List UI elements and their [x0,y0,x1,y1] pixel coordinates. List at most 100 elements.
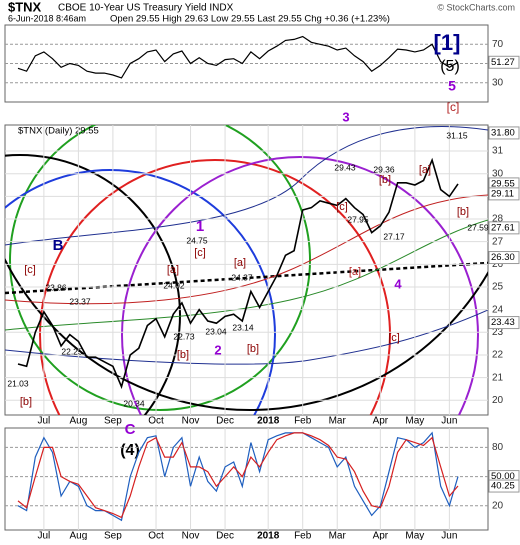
symbol: $TNX [8,0,42,14]
price-note: 23.37 [69,296,91,306]
wave-label: C [125,421,136,438]
x-tick-label: Apr [373,416,389,427]
wave-label: [b] [457,206,469,218]
level-label: 27.61 [491,222,515,233]
wave-label: [b] [177,349,189,361]
price-note: 27.59 [467,222,489,232]
x-tick-label: Jul [37,416,50,427]
x-tick-label: Oct [148,416,164,427]
series-line [17,431,459,522]
stochastic-panel [4,427,489,531]
wave-label: [a] [234,257,246,269]
x-tick-label: Dec [216,416,234,427]
date: 6-Jun-2018 8:46am [8,13,86,23]
credit: © StockCharts.com [437,2,515,12]
level-box [488,221,520,235]
legend: $TNX (Daily) 29.55 [18,126,99,137]
price-note: 27.95 [347,214,369,224]
quote: Open 29.55 High 29.63 Low 29.55 Last 29.… [110,14,390,25]
price-note: 22.73 [173,331,195,341]
y-tick-label: 20 [492,500,504,511]
wave-label: 4 [394,276,402,291]
level-label: 23.43 [491,317,515,328]
y-tick-label: 70 [492,39,504,50]
price-note: 29.36 [373,164,395,174]
price-note: 23.04 [205,326,227,336]
wave-label: [c] [24,264,36,276]
wave-label: (5) [440,58,460,75]
x-tick-label: May [405,531,424,540]
cycle-arcs [5,125,488,415]
y-tick-label: 26 [492,259,504,270]
level-box [488,187,520,201]
x-tick-label: Mar [329,531,347,540]
level-box [488,251,520,265]
wave-label: [a] [349,266,361,278]
x-tick-label: Oct [148,531,164,540]
series-line [17,157,459,390]
price-note: 22.25 [61,346,83,356]
moving-average [5,194,488,305]
y-tick-label: 80 [492,442,504,453]
level-label: 29.55 [491,178,515,189]
cycle-arc [121,156,479,415]
wave-label: [b] [379,174,391,186]
y-tick-label: 25 [492,282,504,293]
x-tick-label: Aug [69,531,87,540]
price-note: 29.43 [334,162,356,172]
price-note: 24.75 [186,235,208,245]
price-note: 20.34 [123,398,145,408]
x-tick-label: Jun [441,531,457,540]
price-note: 24.37 [231,272,253,282]
wave-label: 1 [196,218,204,235]
cycle-arc [5,154,181,415]
wave-label: 2 [214,342,221,357]
x-tick-label: Nov [182,531,200,540]
price-panel [4,124,489,416]
wave-label: [c] [447,100,460,114]
price-note: 31.15 [446,130,468,140]
wave-label: [b] [247,343,259,355]
x-tick-label: 2018 [257,416,280,427]
level-label: 26.30 [491,252,515,263]
y-tick-label: 31 [492,146,504,157]
security-name: CBOE 10-Year US Treasury Yield INDX [58,3,234,14]
y-tick-label: 30 [492,168,504,179]
price-note: 21.03 [7,378,29,388]
x-tick-label: 2018 [257,531,280,540]
level-box [488,316,520,330]
cycle-arc [9,125,311,411]
wave-label: [c] [388,332,400,344]
y-tick-label: 20 [492,395,504,406]
price-note: 23.14 [232,322,254,332]
y-tick-label: 30 [492,77,504,88]
wave-label: 5 [448,78,456,94]
x-tick-label: Jun [441,416,457,427]
trend-line [5,261,488,295]
wave-label: B [53,237,64,254]
x-tick-label: Jul [37,531,50,540]
x-tick-label: May [405,416,424,427]
level-label: 51.27 [491,57,515,68]
x-tick-label: Nov [182,416,200,427]
x-tick-label: Feb [294,531,312,540]
y-tick-label: 27 [492,236,504,247]
x-tick-label: Feb [294,416,312,427]
wave-label: 3 [342,109,349,124]
band-line [5,126,488,246]
wave-label: [c] [336,201,348,213]
wave-label: [a] [419,164,431,176]
cycle-arc [39,159,391,415]
wave-label: [c] [194,247,206,259]
x-tick-label: Sep [104,416,122,427]
price-note: 24.02 [163,280,185,290]
y-tick-label: 28 [492,214,504,225]
y-tick-label: 23 [492,327,504,338]
x-tick-label: Mar [329,416,347,427]
price-note: 27.17 [383,231,405,241]
x-tick-label: Apr [373,531,389,540]
wave-label: (4) [120,442,140,459]
level-label: 31.80 [491,127,515,138]
